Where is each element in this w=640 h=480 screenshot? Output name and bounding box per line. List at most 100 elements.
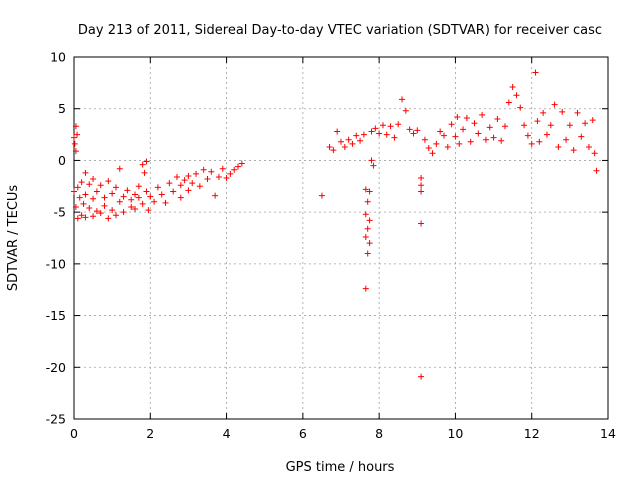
data-point	[366, 217, 373, 224]
x-tick-label: 6	[299, 426, 307, 441]
data-point	[105, 178, 112, 185]
data-point	[521, 122, 528, 129]
data-point	[366, 188, 373, 195]
data-point	[93, 188, 100, 195]
data-point	[471, 120, 478, 127]
data-point	[86, 181, 93, 188]
data-point	[145, 207, 152, 214]
data-point	[334, 128, 341, 135]
data-point	[72, 123, 79, 130]
data-point	[97, 182, 104, 189]
data-point	[238, 160, 245, 167]
data-point	[528, 140, 535, 147]
data-point	[193, 170, 200, 177]
data-point	[364, 225, 371, 232]
y-tick-label: -5	[54, 205, 66, 220]
data-point	[162, 199, 169, 206]
data-point	[227, 170, 234, 177]
data-point	[143, 188, 150, 195]
data-point	[559, 108, 566, 115]
y-axis-title: SDTVAR / TECUs	[6, 185, 21, 292]
data-point	[475, 130, 482, 137]
data-point	[509, 83, 516, 90]
x-tick-label: 10	[447, 426, 463, 441]
data-point	[357, 137, 364, 144]
data-point	[128, 203, 135, 210]
data-point	[139, 200, 146, 207]
x-tick-label: 12	[524, 426, 540, 441]
x-tick-label: 2	[146, 426, 154, 441]
data-point	[101, 194, 108, 201]
data-point	[460, 126, 467, 133]
data-point	[82, 214, 89, 221]
y-tick-label: -20	[46, 360, 66, 375]
data-point	[353, 132, 360, 139]
data-point	[135, 183, 142, 190]
x-tick-labels: 0 2 4 6 8 10 12 14	[70, 426, 616, 441]
y-tick-labels: 10 5 0 -5 -10 -15 -20 -25	[46, 50, 66, 427]
data-point	[135, 194, 142, 201]
data-point	[532, 69, 539, 76]
data-point	[448, 121, 455, 128]
data-point	[349, 140, 356, 147]
data-point	[235, 163, 242, 170]
data-point	[204, 176, 211, 183]
data-point	[223, 175, 230, 182]
data-point	[582, 120, 589, 127]
data-point	[362, 233, 369, 240]
data-point	[151, 198, 158, 205]
data-point	[440, 132, 447, 139]
data-point	[418, 188, 425, 195]
data-point	[116, 165, 123, 172]
data-point	[566, 122, 573, 129]
data-point	[362, 285, 369, 292]
data-point	[494, 116, 501, 123]
data-point	[414, 127, 421, 134]
data-point	[543, 131, 550, 138]
data-point	[132, 206, 139, 213]
data-point	[109, 190, 116, 197]
data-point	[366, 240, 373, 247]
data-point	[591, 150, 598, 157]
data-point	[486, 124, 493, 131]
data-point	[90, 195, 97, 202]
data-point	[399, 96, 406, 103]
data-point	[330, 147, 337, 154]
data-point	[551, 101, 558, 108]
data-point	[383, 131, 390, 138]
data-point	[196, 183, 203, 190]
data-point	[72, 203, 79, 210]
y-tick-label: -15	[46, 308, 66, 323]
data-point	[185, 172, 192, 179]
grid	[74, 57, 608, 419]
data-point	[74, 184, 81, 191]
data-point	[74, 215, 81, 222]
data-point	[90, 213, 97, 220]
data-point	[536, 138, 543, 145]
data-point	[338, 138, 344, 145]
data-point	[410, 130, 417, 137]
data-point	[112, 184, 119, 191]
data-point	[326, 143, 333, 150]
x-tick-label: 8	[375, 426, 383, 441]
data-point	[482, 136, 489, 143]
data-point	[534, 118, 541, 125]
data-point	[78, 212, 85, 219]
data-point	[479, 111, 486, 118]
data-point	[570, 147, 577, 154]
data-point	[72, 148, 79, 155]
data-point	[76, 194, 83, 201]
y-tick-label: 0	[58, 153, 66, 168]
data-point	[177, 182, 184, 189]
data-point	[71, 134, 77, 141]
data-point	[589, 117, 596, 124]
data-point	[368, 157, 375, 164]
data-point	[208, 168, 215, 175]
data-point	[524, 132, 531, 139]
data-point	[505, 99, 512, 106]
data-point	[391, 134, 398, 141]
data-point	[219, 165, 226, 172]
plot-frame	[73, 56, 609, 420]
data-point	[555, 143, 562, 150]
data-series	[71, 69, 600, 380]
